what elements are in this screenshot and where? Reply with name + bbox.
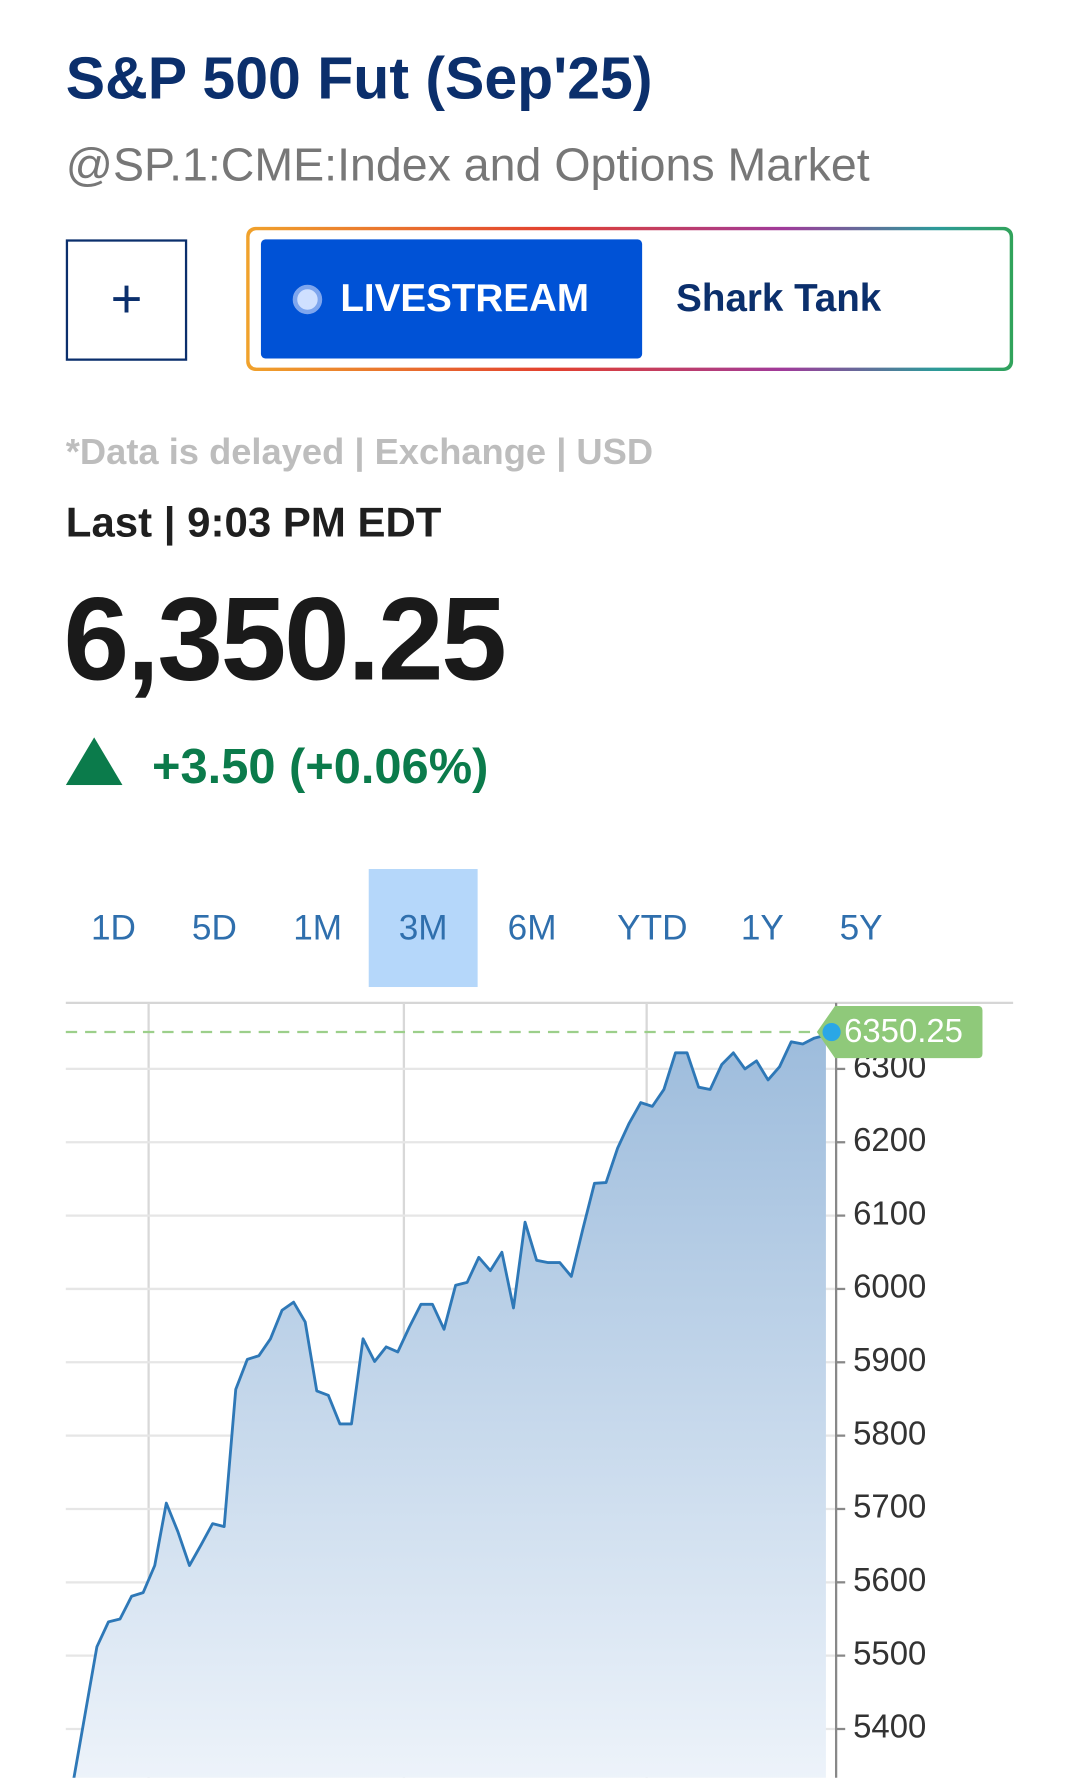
y-tick-label: 5500 [853,1634,926,1671]
range-tab[interactable]: 3M [368,869,478,988]
area [73,1035,826,1778]
price: 6,350.25 [63,574,507,706]
subtitle: @SP.1:CME:Index and Options Market [65,138,870,191]
range-tab[interactable]: 1Y [740,907,784,948]
range-tab[interactable]: 5Y [839,907,883,948]
range-tab[interactable]: YTD [617,907,688,948]
range-tab[interactable]: 5D [191,907,237,948]
range-tab[interactable]: 1D [90,907,136,948]
last-value-dot [822,1022,841,1042]
livestream-inner: LIVESTREAM Shark Tank [249,230,1010,368]
range-tab[interactable]: 6M [507,907,557,948]
data-note: *Data is delayed | Exchange | USD [65,431,654,472]
livestream-button[interactable]: LIVESTREAM [260,239,643,359]
last-value-tag [816,1005,983,1059]
range-tabs: 1D 5D 1M 3M 6M YTD 1Y 5Y [0,869,1080,988]
y-tick-label: 5400 [853,1708,926,1745]
y-tick-label: 6200 [853,1121,926,1158]
show-link[interactable]: Shark Tank [676,276,882,320]
y-tick-label: 5600 [853,1561,926,1598]
range-tab[interactable]: 1M [293,907,343,948]
y-tick-label: 5800 [853,1414,926,1451]
last-value-label: 6350.25 [844,1012,963,1049]
change: +3.50 (+0.06%) [152,739,489,795]
line [72,1033,827,1778]
y-tick-label: 6000 [853,1268,926,1305]
y-tick-label: 5700 [853,1488,926,1525]
livestream-label: LIVESTREAM [340,276,589,320]
add-button[interactable]: + [65,239,188,361]
up-arrow [65,737,123,786]
livestream-banner: LIVESTREAM Shark Tank [246,226,1014,371]
y-tick-label: 6100 [853,1194,926,1231]
title: S&P 500 Fut (Sep'25) [65,46,653,113]
y-tick-label: 5900 [853,1341,926,1378]
live-dot [292,284,323,314]
last-label: Last | 9:03 PM EDT [65,499,442,546]
chart: 5400550056005700580059006000610062006300… [65,1001,1014,1778]
